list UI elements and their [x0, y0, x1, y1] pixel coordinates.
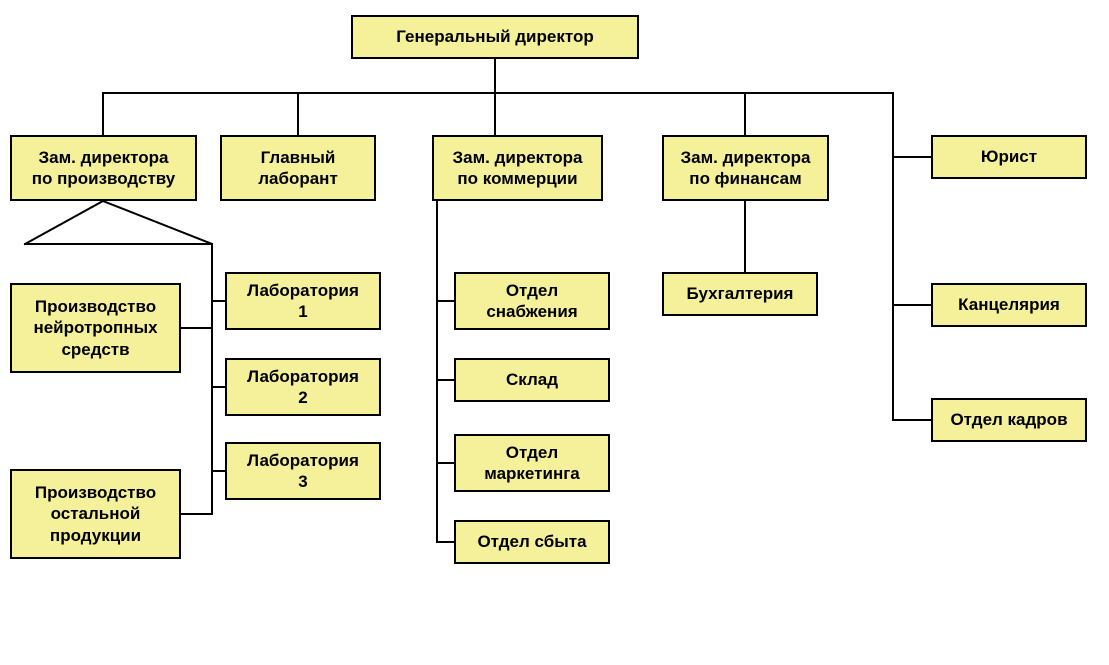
node-label: Зам. директора по коммерции [452, 147, 582, 190]
node-chief-laboratory: Главный лаборант [220, 135, 376, 201]
node-deputy-finance: Зам. директора по финансам [662, 135, 829, 201]
org-chart-canvas: Генеральный директор Зам. директора по п… [0, 0, 1109, 665]
node-deputy-production: Зам. директора по производству [10, 135, 197, 201]
node-label: Зам. директора по финансам [680, 147, 810, 190]
node-deputy-commerce: Зам. директора по коммерции [432, 135, 603, 201]
node-production-neuro: Производство нейротропных средств [10, 283, 181, 373]
node-supply-department: Отдел снабжения [454, 272, 610, 330]
node-warehouse: Склад [454, 358, 610, 402]
node-label: Отдел сбыта [477, 531, 586, 552]
node-lawyer: Юрист [931, 135, 1087, 179]
node-label: Производство нейротропных средств [33, 296, 157, 360]
node-label: Лаборатория 3 [247, 450, 359, 493]
node-label: Лаборатория 2 [247, 366, 359, 409]
node-label: Отдел маркетинга [484, 442, 580, 485]
node-label: Склад [506, 369, 558, 390]
node-production-other: Производство остальной продукции [10, 469, 181, 559]
node-laboratory-1: Лаборатория 1 [225, 272, 381, 330]
node-label: Генеральный директор [396, 26, 593, 47]
node-label: Отдел кадров [950, 409, 1067, 430]
node-laboratory-2: Лаборатория 2 [225, 358, 381, 416]
node-accounting: Бухгалтерия [662, 272, 818, 316]
node-label: Отдел снабжения [486, 280, 577, 323]
node-label: Лаборатория 1 [247, 280, 359, 323]
node-general-director: Генеральный директор [351, 15, 639, 59]
node-hr: Отдел кадров [931, 398, 1087, 442]
node-sales: Отдел сбыта [454, 520, 610, 564]
node-label: Юрист [981, 146, 1037, 167]
node-office: Канцелярия [931, 283, 1087, 327]
node-label: Производство остальной продукции [35, 482, 156, 546]
node-label: Бухгалтерия [687, 283, 794, 304]
node-label: Зам. директора по производству [32, 147, 176, 190]
node-label: Канцелярия [958, 294, 1060, 315]
node-marketing: Отдел маркетинга [454, 434, 610, 492]
node-label: Главный лаборант [258, 147, 338, 190]
node-laboratory-3: Лаборатория 3 [225, 442, 381, 500]
